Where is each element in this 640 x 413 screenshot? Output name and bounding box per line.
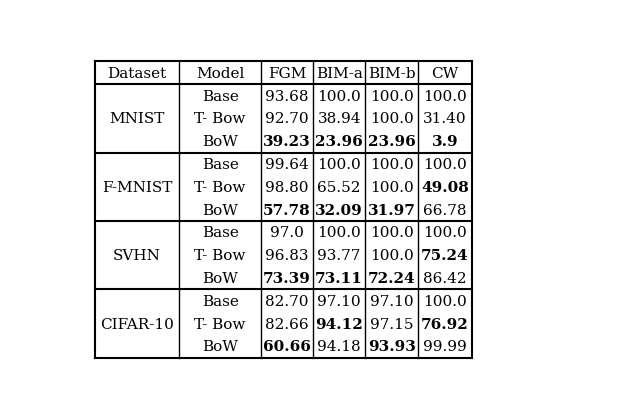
Text: 100.0: 100.0 [317, 89, 361, 103]
Text: 100.0: 100.0 [423, 158, 467, 171]
Text: 73.11: 73.11 [316, 271, 363, 285]
Text: 97.0: 97.0 [270, 226, 304, 240]
Text: Model: Model [196, 66, 244, 81]
Text: 3.9: 3.9 [432, 135, 458, 149]
Text: 32.09: 32.09 [316, 203, 363, 217]
Text: 100.0: 100.0 [317, 158, 361, 171]
Text: FGM: FGM [268, 66, 307, 81]
Text: T- Bow: T- Bow [195, 317, 246, 331]
Text: 49.08: 49.08 [421, 180, 469, 195]
Text: 98.80: 98.80 [266, 180, 309, 195]
Text: 100.0: 100.0 [370, 89, 413, 103]
Text: 65.52: 65.52 [317, 180, 361, 195]
Text: Base: Base [202, 158, 239, 171]
Text: 100.0: 100.0 [423, 294, 467, 308]
Text: Base: Base [202, 294, 239, 308]
Text: BoW: BoW [202, 271, 238, 285]
Text: 100.0: 100.0 [317, 226, 361, 240]
Text: 23.96: 23.96 [368, 135, 415, 149]
Text: 99.64: 99.64 [265, 158, 309, 171]
Text: SVHN: SVHN [113, 249, 161, 263]
Text: 100.0: 100.0 [370, 112, 413, 126]
Text: BIM-b: BIM-b [368, 66, 415, 81]
Text: 82.66: 82.66 [265, 317, 309, 331]
Text: 97.15: 97.15 [370, 317, 413, 331]
Text: Dataset: Dataset [108, 66, 166, 81]
Text: 97.10: 97.10 [317, 294, 361, 308]
Text: 100.0: 100.0 [423, 226, 467, 240]
Text: F-MNIST: F-MNIST [102, 180, 172, 195]
Text: 86.42: 86.42 [423, 271, 467, 285]
Text: 100.0: 100.0 [370, 226, 413, 240]
Text: 31.40: 31.40 [423, 112, 467, 126]
Text: CIFAR-10: CIFAR-10 [100, 317, 174, 331]
Text: 96.83: 96.83 [266, 249, 309, 263]
Text: 82.70: 82.70 [266, 294, 309, 308]
Text: BIM-a: BIM-a [316, 66, 363, 81]
Text: 60.66: 60.66 [263, 339, 311, 354]
Text: 99.99: 99.99 [423, 339, 467, 354]
Text: 93.93: 93.93 [368, 339, 415, 354]
Text: 57.78: 57.78 [263, 203, 311, 217]
Text: 73.39: 73.39 [263, 271, 311, 285]
Text: 76.92: 76.92 [421, 317, 469, 331]
Text: 39.23: 39.23 [263, 135, 311, 149]
Text: 100.0: 100.0 [370, 158, 413, 171]
Text: BoW: BoW [202, 339, 238, 354]
Text: 92.70: 92.70 [265, 112, 309, 126]
Text: MNIST: MNIST [109, 112, 164, 126]
Text: Base: Base [202, 226, 239, 240]
Text: 94.12: 94.12 [316, 317, 363, 331]
Text: 100.0: 100.0 [423, 89, 467, 103]
Text: 72.24: 72.24 [368, 271, 415, 285]
Text: 97.10: 97.10 [370, 294, 413, 308]
Text: 94.18: 94.18 [317, 339, 361, 354]
Text: Base: Base [202, 89, 239, 103]
Text: CW: CW [431, 66, 459, 81]
Text: T- Bow: T- Bow [195, 180, 246, 195]
Text: BoW: BoW [202, 203, 238, 217]
Text: 93.68: 93.68 [266, 89, 309, 103]
Text: 31.97: 31.97 [368, 203, 415, 217]
Text: T- Bow: T- Bow [195, 112, 246, 126]
Text: 38.94: 38.94 [317, 112, 361, 126]
Text: BoW: BoW [202, 135, 238, 149]
Text: 66.78: 66.78 [423, 203, 467, 217]
Text: 100.0: 100.0 [370, 180, 413, 195]
Text: 75.24: 75.24 [421, 249, 469, 263]
Text: 93.77: 93.77 [317, 249, 361, 263]
Text: 100.0: 100.0 [370, 249, 413, 263]
Text: T- Bow: T- Bow [195, 249, 246, 263]
Text: 23.96: 23.96 [316, 135, 363, 149]
